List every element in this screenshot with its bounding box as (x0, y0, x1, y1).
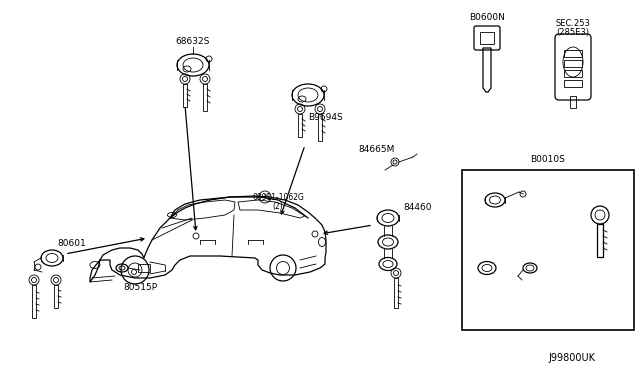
Text: 84460: 84460 (403, 203, 431, 212)
Bar (564, 80, 582, 87)
Text: B9694S: B9694S (308, 112, 343, 122)
Bar (462, 170, 634, 330)
Text: 80515P: 80515P (123, 283, 157, 292)
Text: B: B (263, 195, 267, 199)
Bar (138, 264, 150, 272)
Text: 84665M: 84665M (359, 145, 395, 154)
Bar (564, 60, 582, 67)
Text: B0010S: B0010S (531, 155, 565, 164)
Bar (564, 50, 582, 57)
Bar (480, 32, 494, 44)
Bar (564, 70, 582, 77)
Text: J99800UK: J99800UK (548, 353, 595, 363)
Text: 08911-1062G: 08911-1062G (252, 192, 304, 202)
Text: 80601: 80601 (57, 238, 86, 247)
Text: B0600N: B0600N (469, 13, 505, 22)
Text: (285E3): (285E3) (557, 28, 589, 36)
Text: (2): (2) (273, 202, 284, 211)
Text: 68632S: 68632S (176, 36, 210, 45)
Text: SEC.253: SEC.253 (556, 19, 591, 29)
